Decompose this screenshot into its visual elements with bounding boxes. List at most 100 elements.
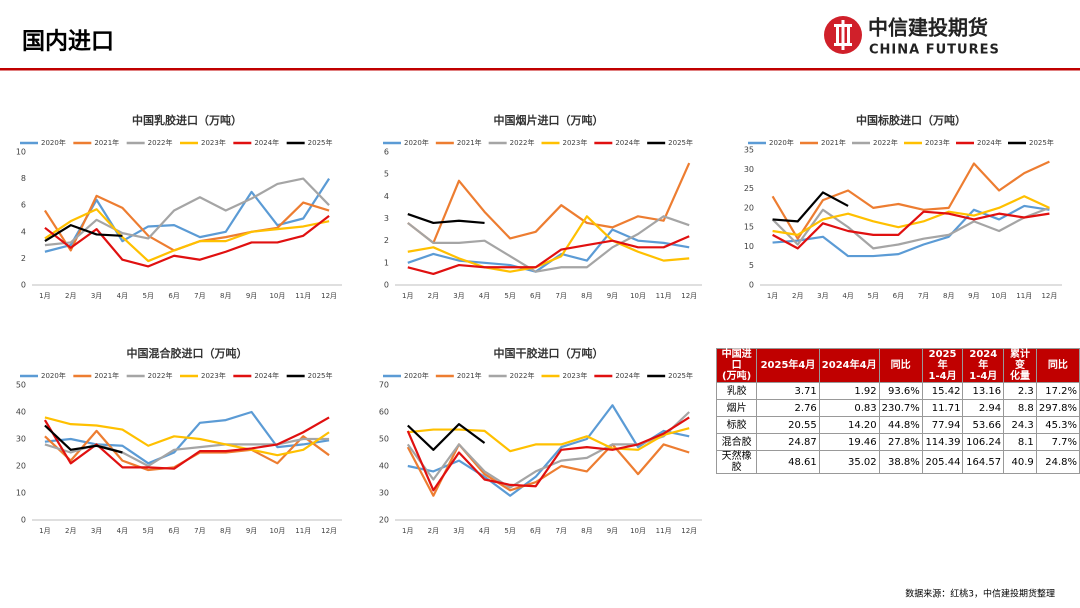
x-tick-label: 6月 [168, 292, 179, 300]
x-tick-label: 12月 [321, 292, 337, 300]
legend-label: 2020年 [41, 371, 66, 380]
x-tick-label: 1月 [39, 527, 50, 535]
cell: 106.24 [962, 433, 1005, 451]
cell: 烟片 [715, 399, 758, 417]
legend-label: 2020年 [769, 138, 794, 147]
series-line [407, 228, 690, 273]
y-tick-label: 6 [21, 201, 26, 210]
x-tick-label: 6月 [168, 527, 179, 535]
x-tick-label: 5月 [143, 527, 154, 535]
legend-label: 2021年 [94, 371, 119, 380]
y-tick-label: 15 [744, 223, 754, 232]
cell: 13.16 [962, 382, 1005, 400]
series-line [44, 177, 330, 247]
legend-label: 2023年 [201, 371, 226, 380]
cell: 8.1 [1003, 433, 1037, 451]
y-tick-label: 4 [384, 192, 389, 201]
legend-label: 2024年 [977, 138, 1002, 147]
series-line [406, 411, 690, 489]
cell: 17.2% [1035, 382, 1080, 400]
x-tick-label: 9月 [607, 292, 618, 300]
x-tick-label: 8月 [220, 527, 231, 535]
y-tick-label: 60 [379, 408, 389, 417]
x-tick-label: 9月 [246, 292, 257, 300]
header-cell: 中国进口 (万吨) [715, 348, 758, 383]
x-tick-label: 2月 [792, 292, 803, 300]
x-tick-label: 3月 [817, 292, 828, 300]
legend-label: 2025年 [668, 138, 693, 147]
legend-label: 2020年 [404, 371, 429, 380]
y-tick-label: 4 [21, 227, 26, 236]
legend-label: 2021年 [821, 138, 846, 147]
x-tick-label: 11月 [656, 292, 672, 300]
y-tick-label: 0 [21, 516, 26, 525]
cell: 2.94 [962, 399, 1005, 417]
y-tick-label: 20 [16, 462, 26, 471]
y-tick-label: 8 [21, 174, 26, 183]
x-tick-label: 3月 [91, 527, 102, 535]
x-tick-label: 3月 [91, 292, 102, 300]
header-cell: 2025年4月 [756, 348, 820, 383]
x-tick-label: 10月 [269, 527, 285, 535]
x-tick-label: 3月 [453, 292, 464, 300]
legend-label: 2022年 [873, 138, 898, 147]
x-tick-label: 4月 [842, 292, 853, 300]
cell: 混合胶 [715, 433, 758, 451]
x-tick-label: 4月 [479, 527, 490, 535]
header-row: 中国进口 (万吨) 2025年4月 2024年4月 同比 2025年 1-4月 2024年… [715, 348, 1080, 383]
x-tick-label: 8月 [943, 292, 954, 300]
y-tick-label: 6 [384, 148, 389, 157]
legend-label: 2023年 [563, 371, 588, 380]
header-cell: 2025年 1-4月 [921, 348, 964, 383]
y-tick-label: 10 [16, 489, 26, 498]
legend-label: 2022年 [510, 138, 535, 147]
cell: 164.57 [962, 450, 1005, 474]
y-tick-label: 50 [16, 381, 26, 390]
cell: 27.8% [878, 433, 923, 451]
header-cell: 累计变 化量 [1003, 348, 1037, 383]
x-tick-label: 1月 [402, 292, 413, 300]
legend-label: 2020年 [404, 138, 429, 147]
x-tick-label: 4月 [117, 292, 128, 300]
series-line [406, 443, 690, 497]
x-tick-label: 8月 [220, 292, 231, 300]
cell: 天然橡胶 [715, 450, 758, 474]
y-tick-label: 20 [379, 516, 389, 525]
x-tick-label: 11月 [656, 527, 672, 535]
y-tick-label: 10 [744, 242, 754, 251]
x-tick-label: 7月 [194, 527, 205, 535]
cell: 24.3 [1003, 416, 1037, 434]
x-tick-label: 4月 [479, 292, 490, 300]
y-tick-label: 50 [379, 435, 389, 444]
y-tick-label: 3 [384, 214, 389, 223]
x-tick-label: 5月 [868, 292, 879, 300]
x-tick-label: 12月 [681, 292, 697, 300]
x-tick-label: 6月 [530, 527, 541, 535]
header-cell: 2024年4月 [818, 348, 880, 383]
cell: 7.7% [1035, 433, 1080, 451]
x-tick-label: 1月 [39, 292, 50, 300]
cell: 93.6% [878, 382, 923, 400]
series-line [772, 191, 849, 223]
cell: 15.42 [921, 382, 964, 400]
x-tick-label: 5月 [143, 292, 154, 300]
cell: 35.02 [818, 450, 880, 474]
row: 标胶 20.55 14.20 44.8% 77.94 53.66 24.3 45.3% [715, 416, 1080, 434]
page-title: 国内进口 [22, 29, 114, 55]
y-tick-label: 30 [16, 435, 26, 444]
y-tick-label: 0 [749, 281, 754, 290]
x-tick-label: 6月 [530, 292, 541, 300]
series-line [407, 235, 690, 276]
x-tick-label: 2月 [428, 292, 439, 300]
y-tick-label: 20 [744, 203, 754, 212]
series-line [407, 215, 690, 273]
y-tick-label: 0 [21, 281, 26, 290]
y-tick-label: 30 [744, 165, 754, 174]
series-line [44, 224, 123, 243]
cell: 53.66 [962, 416, 1005, 434]
legend-label: 2024年 [254, 138, 279, 147]
legend-label: 2022年 [148, 138, 173, 147]
header-rule [0, 68, 1080, 71]
series-line [771, 206, 1050, 250]
